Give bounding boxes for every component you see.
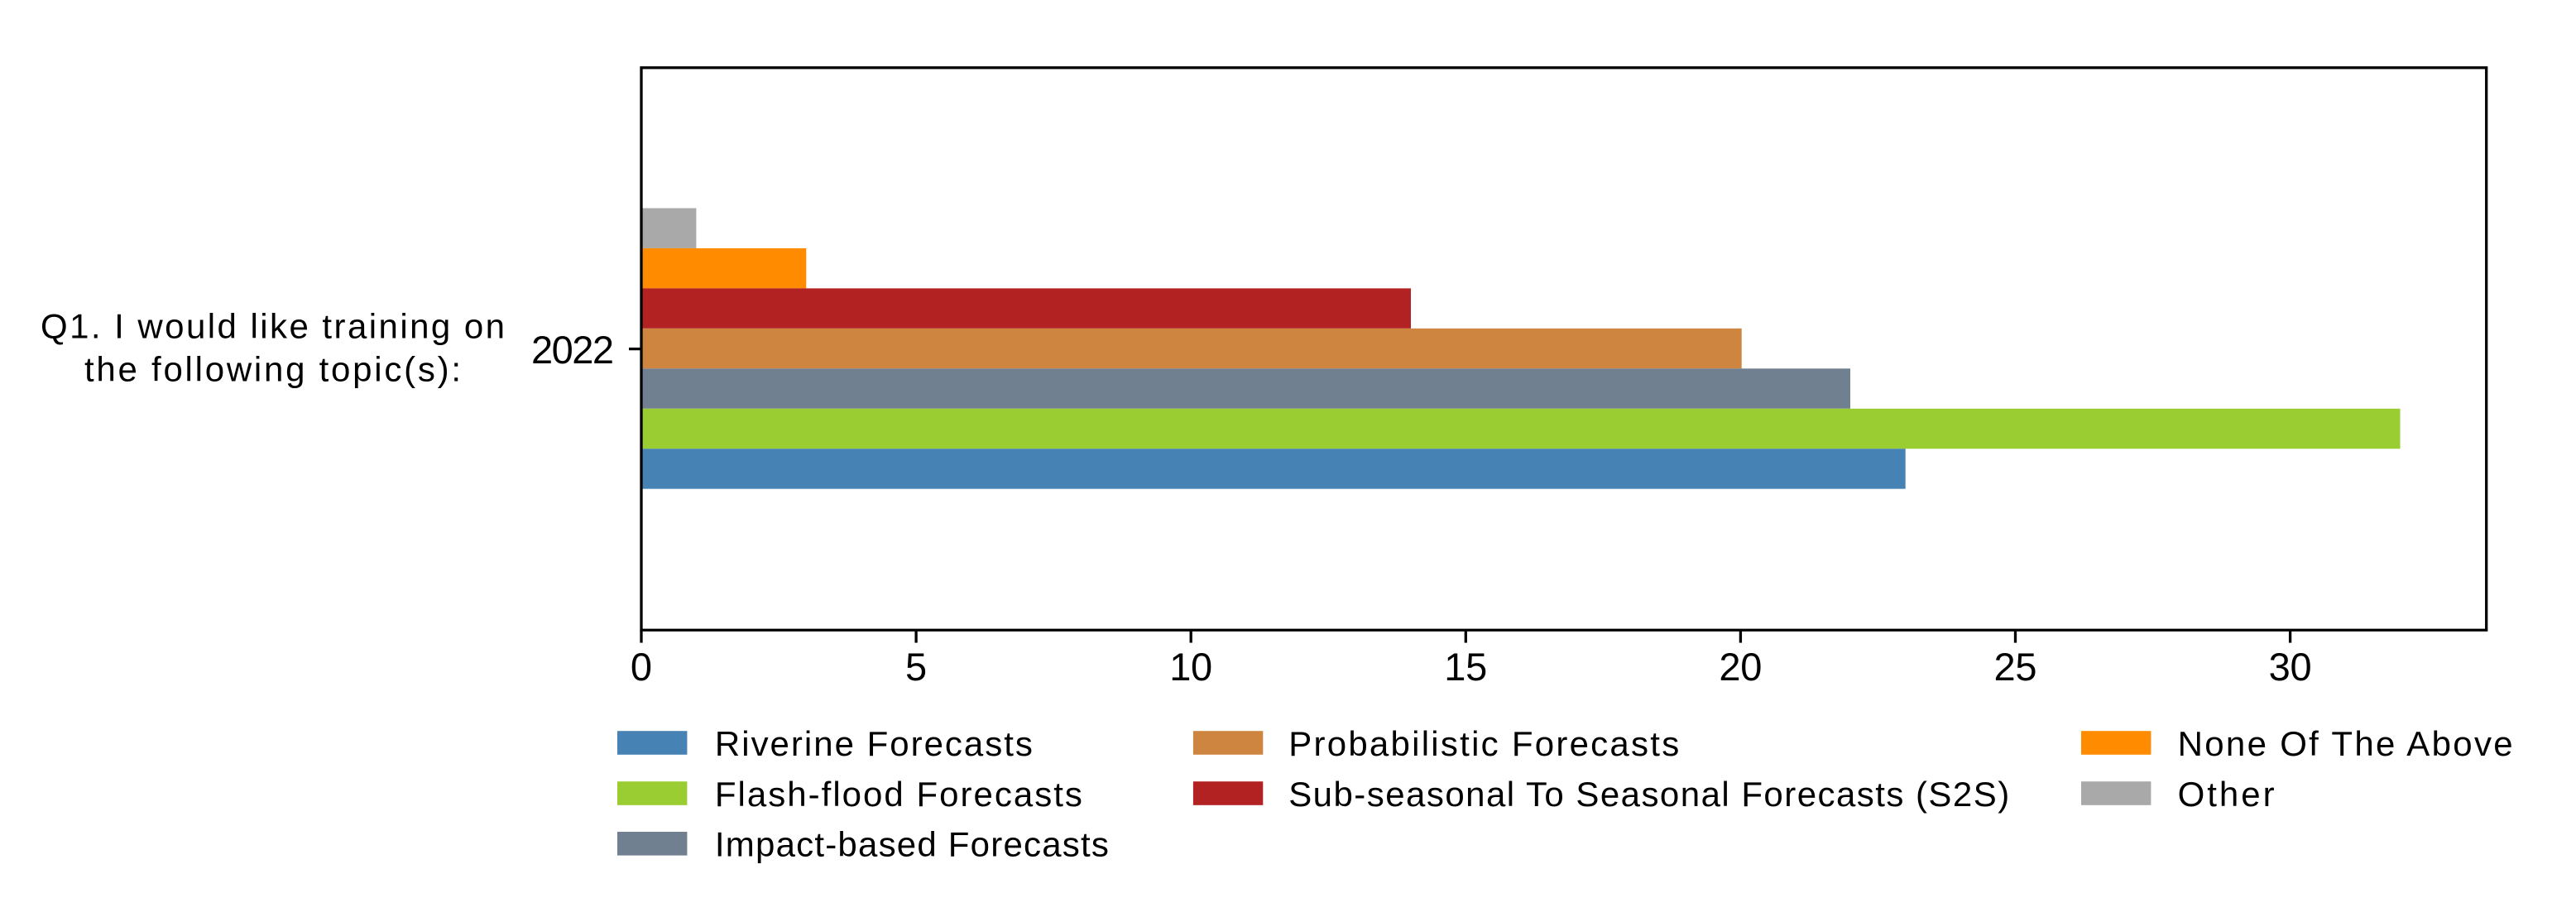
svg-text:2022: 2022 (531, 328, 614, 372)
svg-text:Sub-seasonal To Seasonal Forec: Sub-seasonal To Seasonal Forecasts (S2S) (1288, 775, 2009, 814)
svg-text:5: 5 (905, 645, 927, 689)
svg-text:25: 25 (1994, 645, 2037, 689)
svg-text:Flash-flood Forecasts: Flash-flood Forecasts (715, 775, 1082, 814)
svg-text:Other: Other (2178, 775, 2275, 814)
svg-text:Q1. I would like training on: Q1. I would like training on (41, 307, 505, 346)
svg-text:Impact-based Forecasts: Impact-based Forecasts (715, 825, 1109, 864)
svg-text:15: 15 (1444, 645, 1487, 689)
svg-text:Riverine Forecasts: Riverine Forecasts (715, 724, 1033, 763)
svg-text:0: 0 (631, 645, 652, 689)
svg-text:None Of The Above: None Of The Above (2178, 724, 2513, 763)
svg-text:20: 20 (1719, 645, 1762, 689)
svg-text:Probabilistic Forecasts: Probabilistic Forecasts (1288, 724, 1679, 763)
svg-text:10: 10 (1169, 645, 1212, 689)
svg-text:the following topic(s):: the following topic(s): (84, 350, 461, 389)
svg-text:30: 30 (2269, 645, 2312, 689)
